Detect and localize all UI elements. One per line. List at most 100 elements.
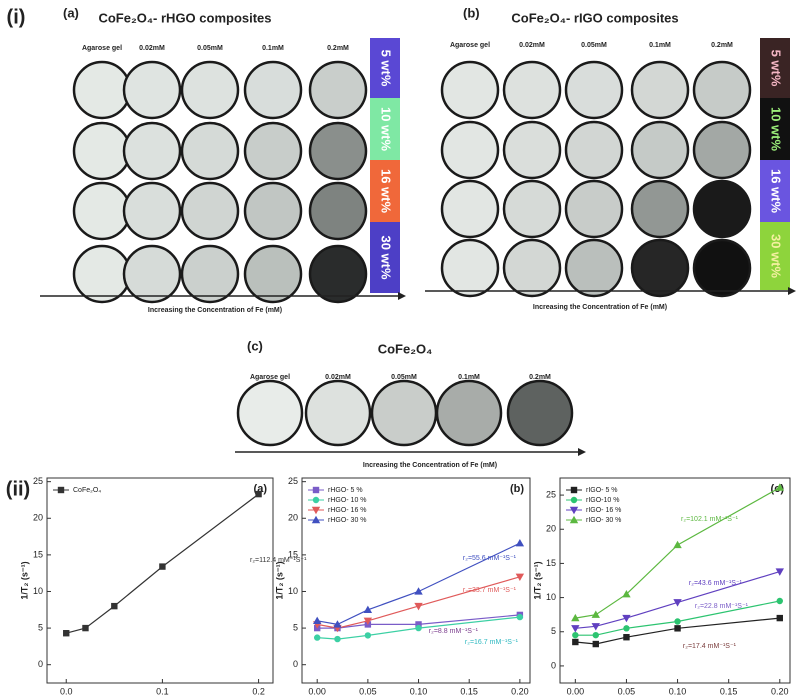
legend-marker (312, 496, 320, 504)
column-label: 0.2mM (327, 45, 349, 52)
row-label: 30 wt% (379, 235, 394, 280)
chart-label: (b) (510, 483, 524, 495)
data-point (572, 631, 579, 639)
legend-label: rHGO- 16 % (328, 507, 367, 514)
data-point (571, 613, 580, 622)
sample-well (564, 120, 624, 180)
data-point (82, 624, 89, 632)
y-tick-label: 20 (288, 513, 298, 523)
data-point (63, 630, 70, 637)
sample-well (564, 179, 624, 239)
sample-well (440, 238, 500, 298)
y-tick-label: 15 (546, 558, 556, 568)
sample-well (122, 121, 182, 181)
sample-well (630, 238, 690, 298)
arrow-head (398, 292, 406, 300)
legend-marker (570, 496, 578, 504)
column-label: 0.05mM (391, 374, 417, 381)
panel-title: CoFe₂O₄ (378, 341, 433, 356)
plot-frame (301, 477, 531, 684)
y-tick-label: 0 (293, 659, 298, 669)
sample-well (180, 121, 240, 181)
legend-marker (569, 506, 579, 515)
data-point (334, 635, 341, 643)
data-point (622, 614, 631, 623)
data-point (255, 490, 262, 498)
sample-well (72, 181, 132, 241)
sample-well (440, 120, 500, 180)
data-point (572, 638, 579, 646)
data-point (414, 587, 423, 595)
column-label: Agarose gel (250, 374, 290, 381)
data-point (674, 618, 681, 625)
sample-well (692, 120, 752, 180)
y-tick-label: 0 (38, 659, 43, 669)
sample-well (440, 60, 500, 120)
data-point (363, 605, 373, 613)
row-box (760, 160, 790, 222)
plot-frame (559, 477, 791, 684)
legend-marker (570, 486, 578, 494)
part-label: (ii) (6, 478, 30, 500)
part-label: (i) (7, 6, 26, 28)
y-tick-label: 5 (551, 626, 556, 636)
axis-caption: Increasing the Concentration of Fe (mM) (363, 462, 497, 469)
y-axis-label: 1/T₂ (s⁻¹) (19, 561, 29, 599)
legend-label: rHGO- 30 % (328, 517, 367, 524)
row-label: 16 wt% (769, 169, 784, 214)
panel-label: (a) (63, 5, 79, 20)
y-tick-label: 10 (33, 586, 43, 596)
annotation: r₂=43.6 mM⁻¹S⁻¹ (689, 580, 743, 587)
sample-well (308, 181, 368, 241)
data-point (111, 602, 118, 610)
arrow-head (578, 448, 586, 456)
y-tick-label: 15 (288, 549, 298, 559)
data-point (571, 625, 580, 633)
sample-well (304, 379, 372, 447)
sample-well (630, 120, 690, 180)
axis-caption: Increasing the Concentration of Fe (mM) (148, 307, 282, 314)
annotation: r₂=33.7 mM⁻¹S⁻¹ (463, 587, 517, 594)
data-point (776, 597, 783, 605)
sample-well (180, 181, 240, 241)
x-tick-label: 0.05 (359, 686, 377, 695)
row-label: 5 wt% (379, 50, 394, 87)
panel-label: (c) (247, 338, 263, 353)
sample-well (122, 181, 182, 241)
legend-label: rIGO-10 % (586, 497, 619, 504)
sample-well (72, 244, 132, 304)
row-label: 10 wt% (769, 107, 784, 152)
row-box (760, 222, 790, 290)
data-point (775, 568, 784, 576)
legend-marker (312, 486, 320, 494)
legend-label: rIGO- 16 % (586, 507, 621, 514)
column-label: 0.05mM (581, 42, 607, 49)
x-tick-label: 0.00 (308, 686, 326, 695)
y-tick-label: 10 (546, 592, 556, 602)
annotation: r₂=17.4 mM⁻¹S⁻¹ (683, 643, 737, 650)
column-label: 0.2mM (529, 374, 551, 381)
data-point (363, 617, 373, 625)
sample-well (435, 379, 503, 447)
y-axis-label: 1/T₂ (s⁻¹) (274, 561, 284, 599)
sample-well (630, 60, 690, 120)
row-box (370, 98, 400, 160)
sample-well (308, 244, 368, 304)
plot-frame (46, 477, 274, 684)
y-tick-label: 25 (288, 476, 298, 486)
annotation: r₂=55.6 mM⁻¹S⁻¹ (463, 555, 517, 562)
data-point (313, 616, 322, 624)
sample-well (243, 60, 303, 120)
data-point (515, 573, 525, 582)
sample-well (692, 238, 752, 298)
legend-label: rIGO- 30 % (586, 517, 621, 524)
row-box (760, 98, 790, 160)
sample-well (564, 238, 624, 298)
data-point (415, 621, 422, 628)
data-point (674, 625, 681, 632)
x-tick-label: 0.0 (60, 686, 73, 695)
legend-marker (569, 515, 579, 524)
annotation: r₂=102.1 mM⁻¹S⁻¹ (681, 516, 739, 523)
x-tick-label: 0.15 (460, 686, 478, 695)
column-label: 0.1mM (458, 374, 480, 381)
